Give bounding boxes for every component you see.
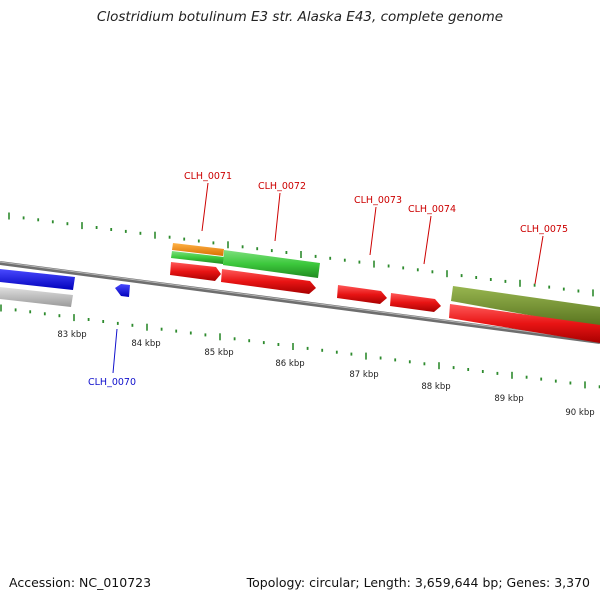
leader-CLH_0071	[201, 182, 209, 232]
genome-backbone-highlight	[0, 261, 600, 342]
leader-CLH_0073	[369, 206, 377, 256]
leader-CLH_0074	[423, 215, 432, 265]
gene-CLH_0075-upper	[451, 286, 600, 328]
genome-summary-text: Topology: circular; Length: 3,659,644 bp…	[246, 575, 590, 590]
scale-label-88kbp: 88 kbp	[421, 382, 450, 392]
gray-feature-left	[0, 287, 73, 307]
leader-CLH_0072	[274, 192, 281, 242]
genome-backbone	[0, 261, 600, 344]
scale-label-83kbp: 83 kbp	[57, 330, 86, 340]
gene-CLH_0071-upper	[171, 251, 224, 264]
scale-label-85kbp: 85 kbp	[204, 348, 233, 358]
label-CLH_0075: CLH_0075	[520, 224, 568, 235]
scale-label-84kbp: 84 kbp	[131, 339, 160, 349]
gene-CLH_0075	[449, 304, 600, 343]
gene-CLH_0073	[337, 285, 387, 304]
gene-CLH_0072	[221, 269, 316, 294]
gene-CLH_0074	[390, 293, 441, 312]
label-CLH_0074: CLH_0074	[408, 204, 456, 215]
gene-CLH_0072-upper	[223, 250, 320, 278]
scale-label-90kbp: 90 kbp	[565, 408, 594, 418]
leader-CLH_0075	[534, 235, 544, 285]
scale-label-89kbp: 89 kbp	[494, 394, 523, 404]
label-CLH_0072: CLH_0072	[258, 181, 306, 192]
scale-label-87kbp: 87 kbp	[349, 370, 378, 380]
scale-label-86kbp: 86 kbp	[275, 359, 304, 369]
gene-CLH_0070	[115, 284, 130, 297]
blue-feature-left	[0, 269, 75, 290]
gene-CLH_0071	[170, 262, 221, 281]
leader-CLH_0070	[112, 328, 118, 374]
upper-scale-ticks	[8, 212, 594, 297]
accession-text: Accession: NC_010723	[9, 575, 152, 590]
orange-feature	[172, 243, 224, 256]
label-CLH_0071: CLH_0071	[184, 171, 232, 182]
genome-title: Clostridium botulinum E3 str. Alaska E43…	[96, 9, 504, 25]
label-CLH_0073: CLH_0073	[354, 195, 402, 206]
label-CLH_0070: CLH_0070	[88, 377, 136, 388]
